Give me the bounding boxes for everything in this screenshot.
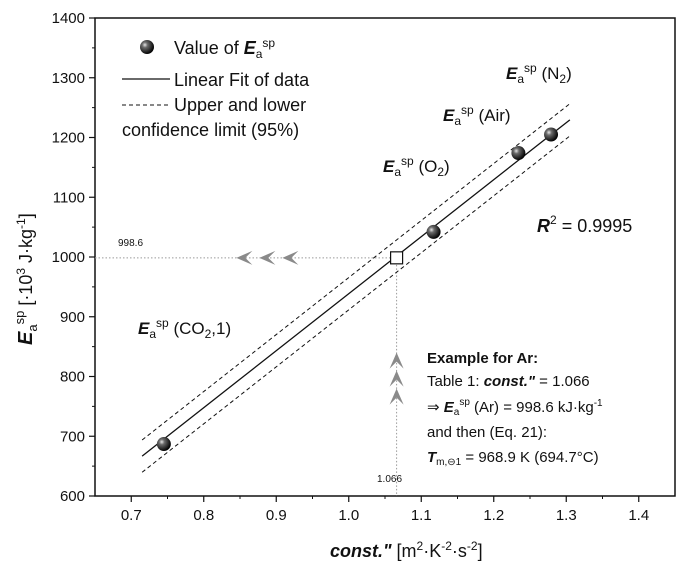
data-point (544, 127, 559, 142)
point-label-n2: Easp (N2) (506, 61, 572, 86)
x-tick-label: 0.9 (266, 507, 287, 524)
x-axis-title: const." [m2·K-2·s-2] (330, 539, 483, 561)
up-arrows (389, 352, 404, 405)
x-tick-label: 1.1 (411, 507, 432, 524)
legend-marker (140, 40, 154, 54)
y-tick-label: 1400 (52, 10, 85, 27)
r-squared: R2 = 0.9995 (537, 213, 632, 236)
point-label-o2: Easp (O2) (383, 154, 450, 179)
marker-y-label: 998.6 (118, 238, 143, 249)
y-axis-title: Easp [·103 J·kg-1] (12, 213, 40, 345)
y-tick-label: 700 (60, 428, 85, 445)
x-tick-label: 1.3 (556, 507, 577, 524)
marker-guides (95, 257, 398, 496)
data-points (156, 127, 559, 452)
x-tick-label: 1.0 (338, 507, 359, 524)
up-arrow-chevron (389, 370, 404, 387)
y-tick-label: 800 (60, 369, 85, 386)
left-arrow-chevron (282, 250, 299, 265)
legend: Value of Easp Linear Fit of data Upper a… (122, 36, 310, 140)
y-tick-label: 1200 (52, 130, 85, 147)
interpolated-point-marker (390, 251, 404, 265)
y-tick-label: 1300 (52, 70, 85, 87)
data-point (511, 146, 526, 161)
example-title: Example for Ar: (427, 350, 538, 367)
data-point (426, 224, 441, 239)
lower-confidence-line (141, 135, 571, 473)
example-line-3: and then (Eq. 21): (427, 424, 547, 441)
data-point (156, 437, 171, 452)
x-tick-label: 0.8 (193, 507, 214, 524)
y-tick-label: 1100 (53, 189, 85, 206)
left-arrows (236, 250, 299, 265)
legend-item-confidence-2: confidence limit (95%) (122, 120, 299, 140)
point-label-co2: Easp (CO2,1) (138, 316, 231, 341)
x-tick-label: 1.2 (483, 507, 504, 524)
left-arrow-chevron (259, 250, 276, 265)
example-line-1: Table 1: const." = 1.066 (427, 373, 590, 390)
linear-fit-line (141, 119, 571, 457)
point-label-air: Easp (Air) (443, 103, 511, 128)
y-tick-label: 1000 (52, 249, 85, 266)
example-line-4: Tm,⊖1 = 968.9 K (694.7°C) (427, 449, 599, 468)
legend-item-value: Value of Easp (174, 36, 275, 61)
legend-item-fit: Linear Fit of data (174, 70, 310, 90)
up-arrow-chevron (389, 388, 404, 405)
marker-x-label: 1.066 (377, 474, 402, 485)
example-line-2: ⇒ Easp (Ar) = 998.6 kJ·kg-1 (427, 397, 603, 418)
up-arrow-chevron (389, 352, 404, 369)
x-tick-label: 1.4 (628, 507, 649, 524)
legend-item-confidence-1: Upper and lower (174, 95, 306, 115)
x-axis: 0.7 0.8 0.9 1.0 1.1 1.2 1.3 1.4 (121, 496, 649, 524)
example-box: Example for Ar: Table 1: const." = 1.066… (427, 350, 603, 468)
y-axis: 600 700 800 900 1000 1100 1200 1300 1400 (52, 10, 95, 505)
y-tick-label: 600 (60, 488, 85, 505)
left-arrow-chevron (236, 250, 253, 265)
y-tick-label: 900 (60, 309, 85, 326)
x-tick-label: 0.7 (121, 507, 142, 524)
